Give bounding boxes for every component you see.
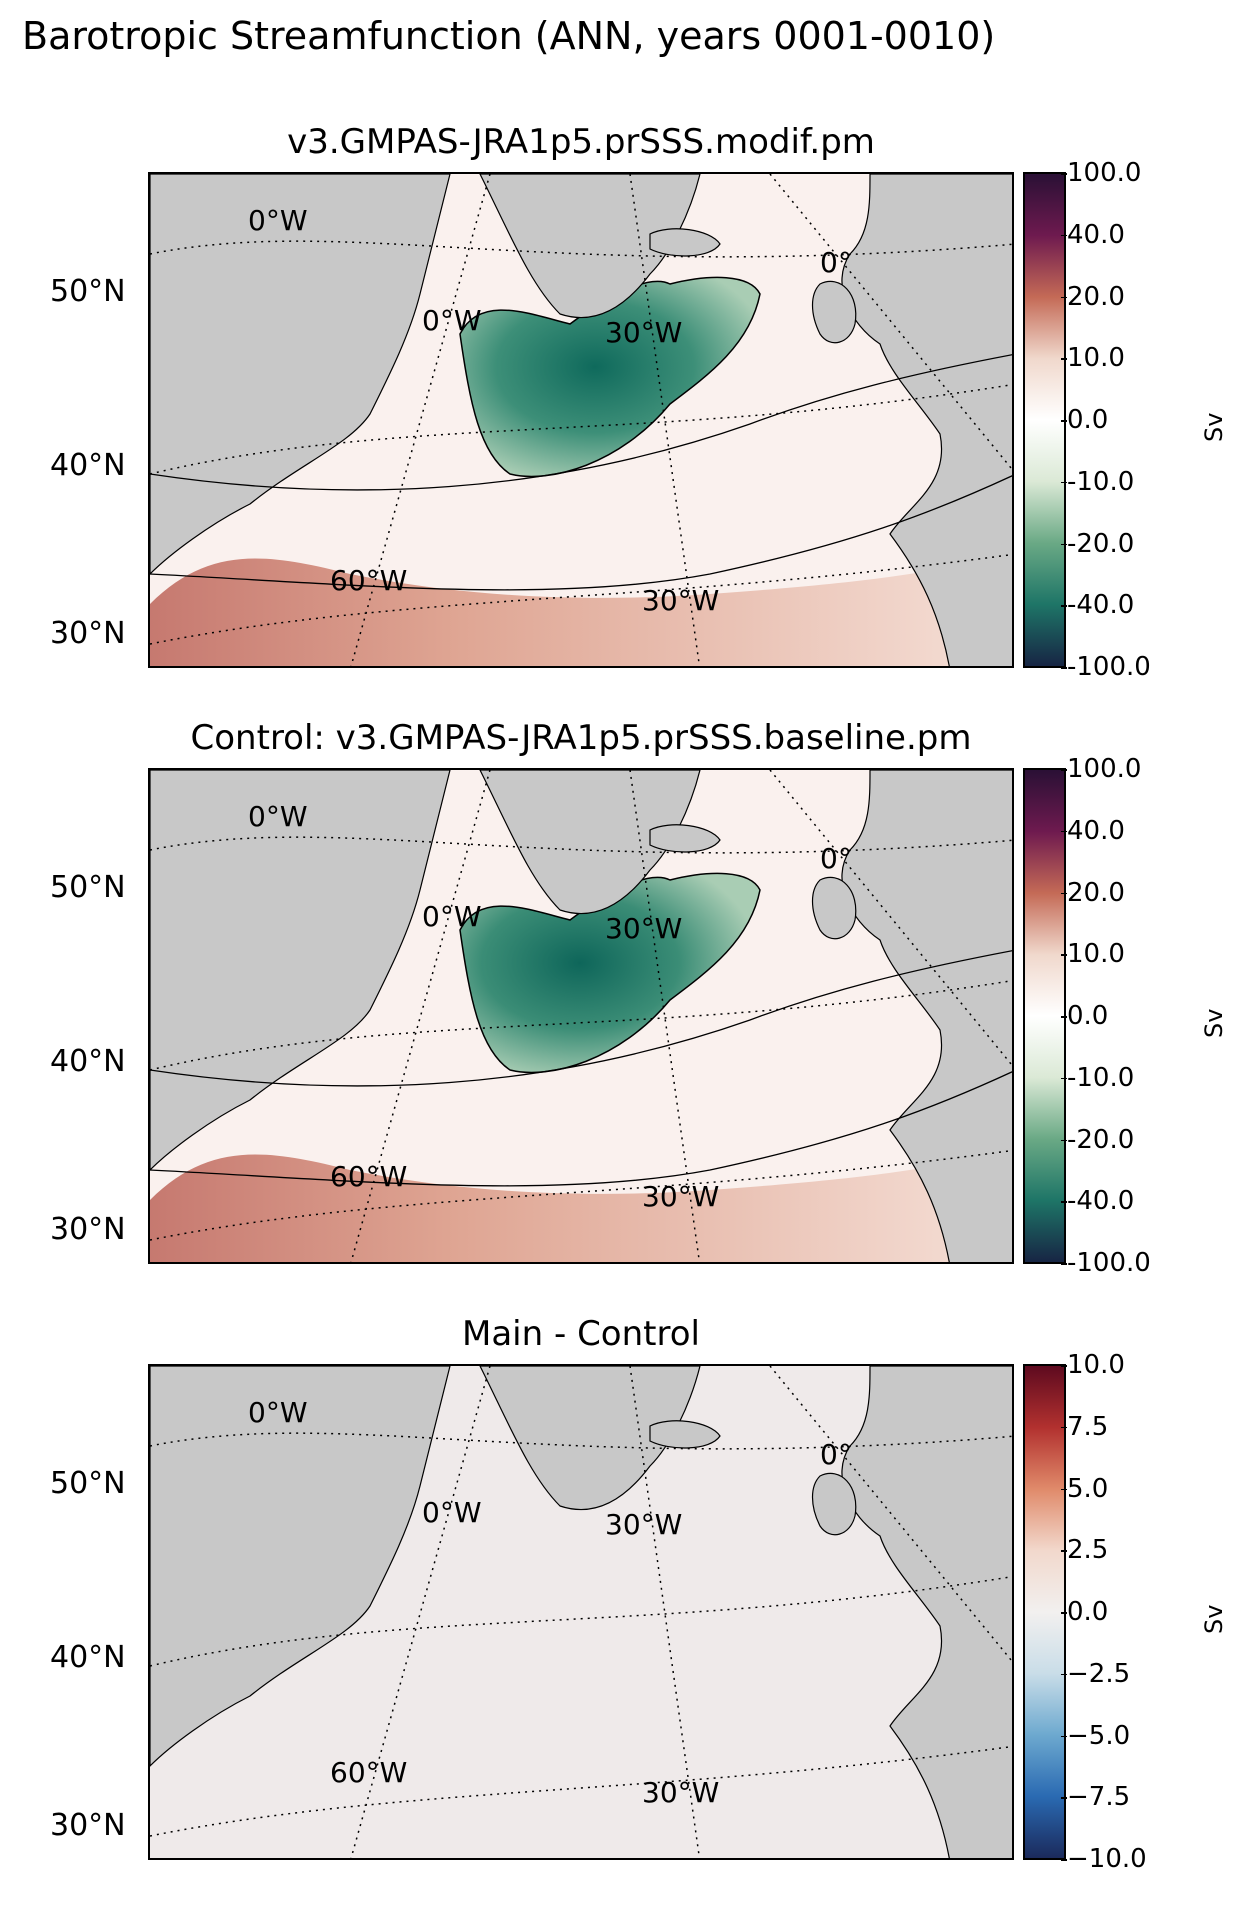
lon-label-0: 0° bbox=[820, 1438, 852, 1471]
lon-label-0w-a: 0°W bbox=[248, 800, 308, 833]
colorbar-tick: 0.0 bbox=[1060, 1001, 1109, 1031]
subtropical-gyre bbox=[150, 554, 1012, 666]
lat-label-50n: 50°N bbox=[50, 274, 126, 309]
lon-label-30w-a: 30°W bbox=[605, 316, 683, 349]
colorbar-tick: 100.0 bbox=[1060, 158, 1142, 188]
colorbar-tick: 0.0 bbox=[1060, 1597, 1109, 1627]
colorbar-tick: −2.5 bbox=[1060, 1658, 1131, 1689]
colorbar-tick: 5.0 bbox=[1060, 1473, 1109, 1504]
lon-label-0: 0° bbox=[820, 246, 852, 279]
lat-label-40n: 40°N bbox=[50, 1640, 126, 1675]
colorbar-tick: 10.0 bbox=[1061, 343, 1125, 374]
graticule bbox=[150, 174, 1012, 666]
colorbar-tick: -10.0 bbox=[1060, 466, 1135, 497]
colorbar-tick: 10.0 bbox=[1061, 939, 1125, 970]
lat-label-30n: 30°N bbox=[50, 1808, 126, 1843]
colorbar-tick: 100.0 bbox=[1060, 754, 1142, 784]
land-britain bbox=[811, 876, 857, 940]
streamlines bbox=[150, 950, 1012, 1187]
lat-label-50n: 50°N bbox=[50, 870, 126, 905]
colorbar-tick: 0.0 bbox=[1060, 405, 1109, 435]
land-britain bbox=[811, 1472, 857, 1536]
colorbar-tick: 20.0 bbox=[1061, 281, 1125, 312]
colorbar-tick: -20.0 bbox=[1060, 528, 1135, 559]
lon-label-0: 0° bbox=[820, 842, 852, 875]
colorbar-1-label: Sv bbox=[1200, 412, 1228, 442]
lon-label-30w-b: 30°W bbox=[642, 1180, 720, 1213]
subpolar-gyre bbox=[459, 276, 761, 478]
colorbar-1 bbox=[1023, 172, 1066, 668]
lon-label-0w-b: 0°W bbox=[422, 304, 482, 337]
land-north-america bbox=[150, 770, 451, 1171]
panel-1-map: 0°W 0°W 30°W 0° 60°W 30°W bbox=[148, 172, 1014, 668]
colorbar-tick: 40.0 bbox=[1061, 815, 1125, 846]
panel-3-map: 0°W 0°W 30°W 0° 60°W 30°W bbox=[148, 1364, 1014, 1860]
land-iceland bbox=[649, 824, 721, 853]
lon-label-60w: 60°W bbox=[330, 1160, 408, 1193]
colorbar-tick: -100.0 bbox=[1061, 652, 1151, 682]
colorbar-tick: −7.5 bbox=[1060, 1782, 1131, 1813]
subpolar-gyre bbox=[459, 872, 761, 1074]
lon-label-30w-b: 30°W bbox=[642, 584, 720, 617]
land-north-america bbox=[150, 1366, 451, 1767]
lon-label-0w-b: 0°W bbox=[422, 900, 482, 933]
colorbar-2-label: Sv bbox=[1200, 1008, 1228, 1038]
colorbar-tick: −5.0 bbox=[1060, 1720, 1131, 1751]
colorbar-tick: 20.0 bbox=[1061, 877, 1125, 908]
land-greenland bbox=[479, 1366, 701, 1511]
graticule bbox=[150, 770, 1012, 1262]
land-britain bbox=[811, 280, 857, 344]
lat-label-30n: 30°N bbox=[50, 1212, 126, 1247]
panel-1-title: v3.GMPAS-JRA1p5.prSSS.modif.pm bbox=[287, 122, 875, 162]
lon-label-30w-a: 30°W bbox=[605, 1508, 683, 1541]
land-iceland bbox=[649, 1420, 721, 1449]
colorbar-3 bbox=[1023, 1364, 1066, 1860]
lon-label-60w: 60°W bbox=[330, 1756, 408, 1789]
land-north-america bbox=[150, 174, 451, 575]
land-greenland bbox=[479, 174, 701, 319]
panel-2-title: Control: v3.GMPAS-JRA1p5.prSSS.baseline.… bbox=[190, 718, 972, 758]
lon-label-0w-a: 0°W bbox=[248, 1396, 308, 1429]
panel-3-title: Main - Control bbox=[462, 1314, 700, 1354]
figure-title: Barotropic Streamfunction (ANN, years 00… bbox=[22, 14, 996, 58]
lon-label-30w-a: 30°W bbox=[605, 912, 683, 945]
colorbar-tick: −10.0 bbox=[1061, 1844, 1147, 1874]
colorbar-2 bbox=[1023, 768, 1066, 1264]
subtropical-gyre bbox=[150, 1150, 1012, 1262]
panel-2-map: 0°W 0°W 30°W 0° 60°W 30°W bbox=[148, 768, 1014, 1264]
colorbar-3-label: Sv bbox=[1200, 1604, 1228, 1634]
lat-label-40n: 40°N bbox=[50, 1044, 126, 1079]
land-greenland bbox=[479, 770, 701, 915]
lon-label-0w-a: 0°W bbox=[248, 204, 308, 237]
lon-label-30w-b: 30°W bbox=[642, 1776, 720, 1809]
colorbar-tick: -100.0 bbox=[1061, 1248, 1151, 1278]
colorbar-tick: 10.0 bbox=[1061, 1350, 1125, 1380]
colorbar-tick: 7.5 bbox=[1060, 1411, 1109, 1442]
lat-label-30n: 30°N bbox=[50, 616, 126, 651]
lon-label-0w-b: 0°W bbox=[422, 1496, 482, 1529]
colorbar-tick: -40.0 bbox=[1060, 1186, 1135, 1217]
colorbar-tick: -10.0 bbox=[1060, 1062, 1135, 1093]
lat-label-50n: 50°N bbox=[50, 1466, 126, 1501]
streamlines bbox=[150, 354, 1012, 591]
land-iceland bbox=[649, 228, 721, 257]
lon-label-60w: 60°W bbox=[330, 564, 408, 597]
colorbar-tick: -40.0 bbox=[1060, 590, 1135, 621]
colorbar-tick: -20.0 bbox=[1060, 1124, 1135, 1155]
graticule bbox=[150, 1366, 1012, 1858]
colorbar-tick: 2.5 bbox=[1060, 1535, 1109, 1566]
colorbar-tick: 40.0 bbox=[1061, 219, 1125, 250]
lat-label-40n: 40°N bbox=[50, 448, 126, 483]
